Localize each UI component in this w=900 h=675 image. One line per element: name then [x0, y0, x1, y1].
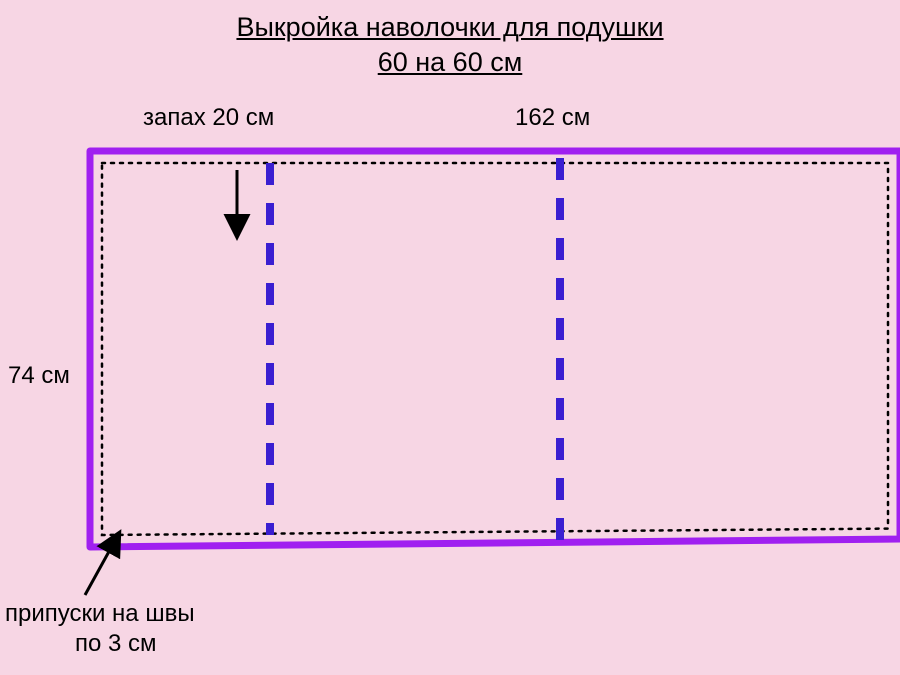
label-seam-line1: припуски на швы: [5, 600, 195, 628]
label-height-74: 74 см: [8, 362, 70, 390]
seam-allowance-rect: [102, 163, 888, 535]
title-line2: 60 на 60 см: [0, 45, 900, 80]
label-seam-line2: по 3 см: [75, 630, 157, 658]
title-line1: Выкройка наволочки для подушки: [0, 10, 900, 45]
outer-rect: [90, 151, 900, 547]
title: Выкройка наволочки для подушки 60 на 60 …: [0, 10, 900, 80]
label-width-162: 162 см: [515, 104, 590, 132]
pattern-diagram: [0, 0, 900, 675]
label-flap: запах 20 см: [143, 104, 274, 132]
